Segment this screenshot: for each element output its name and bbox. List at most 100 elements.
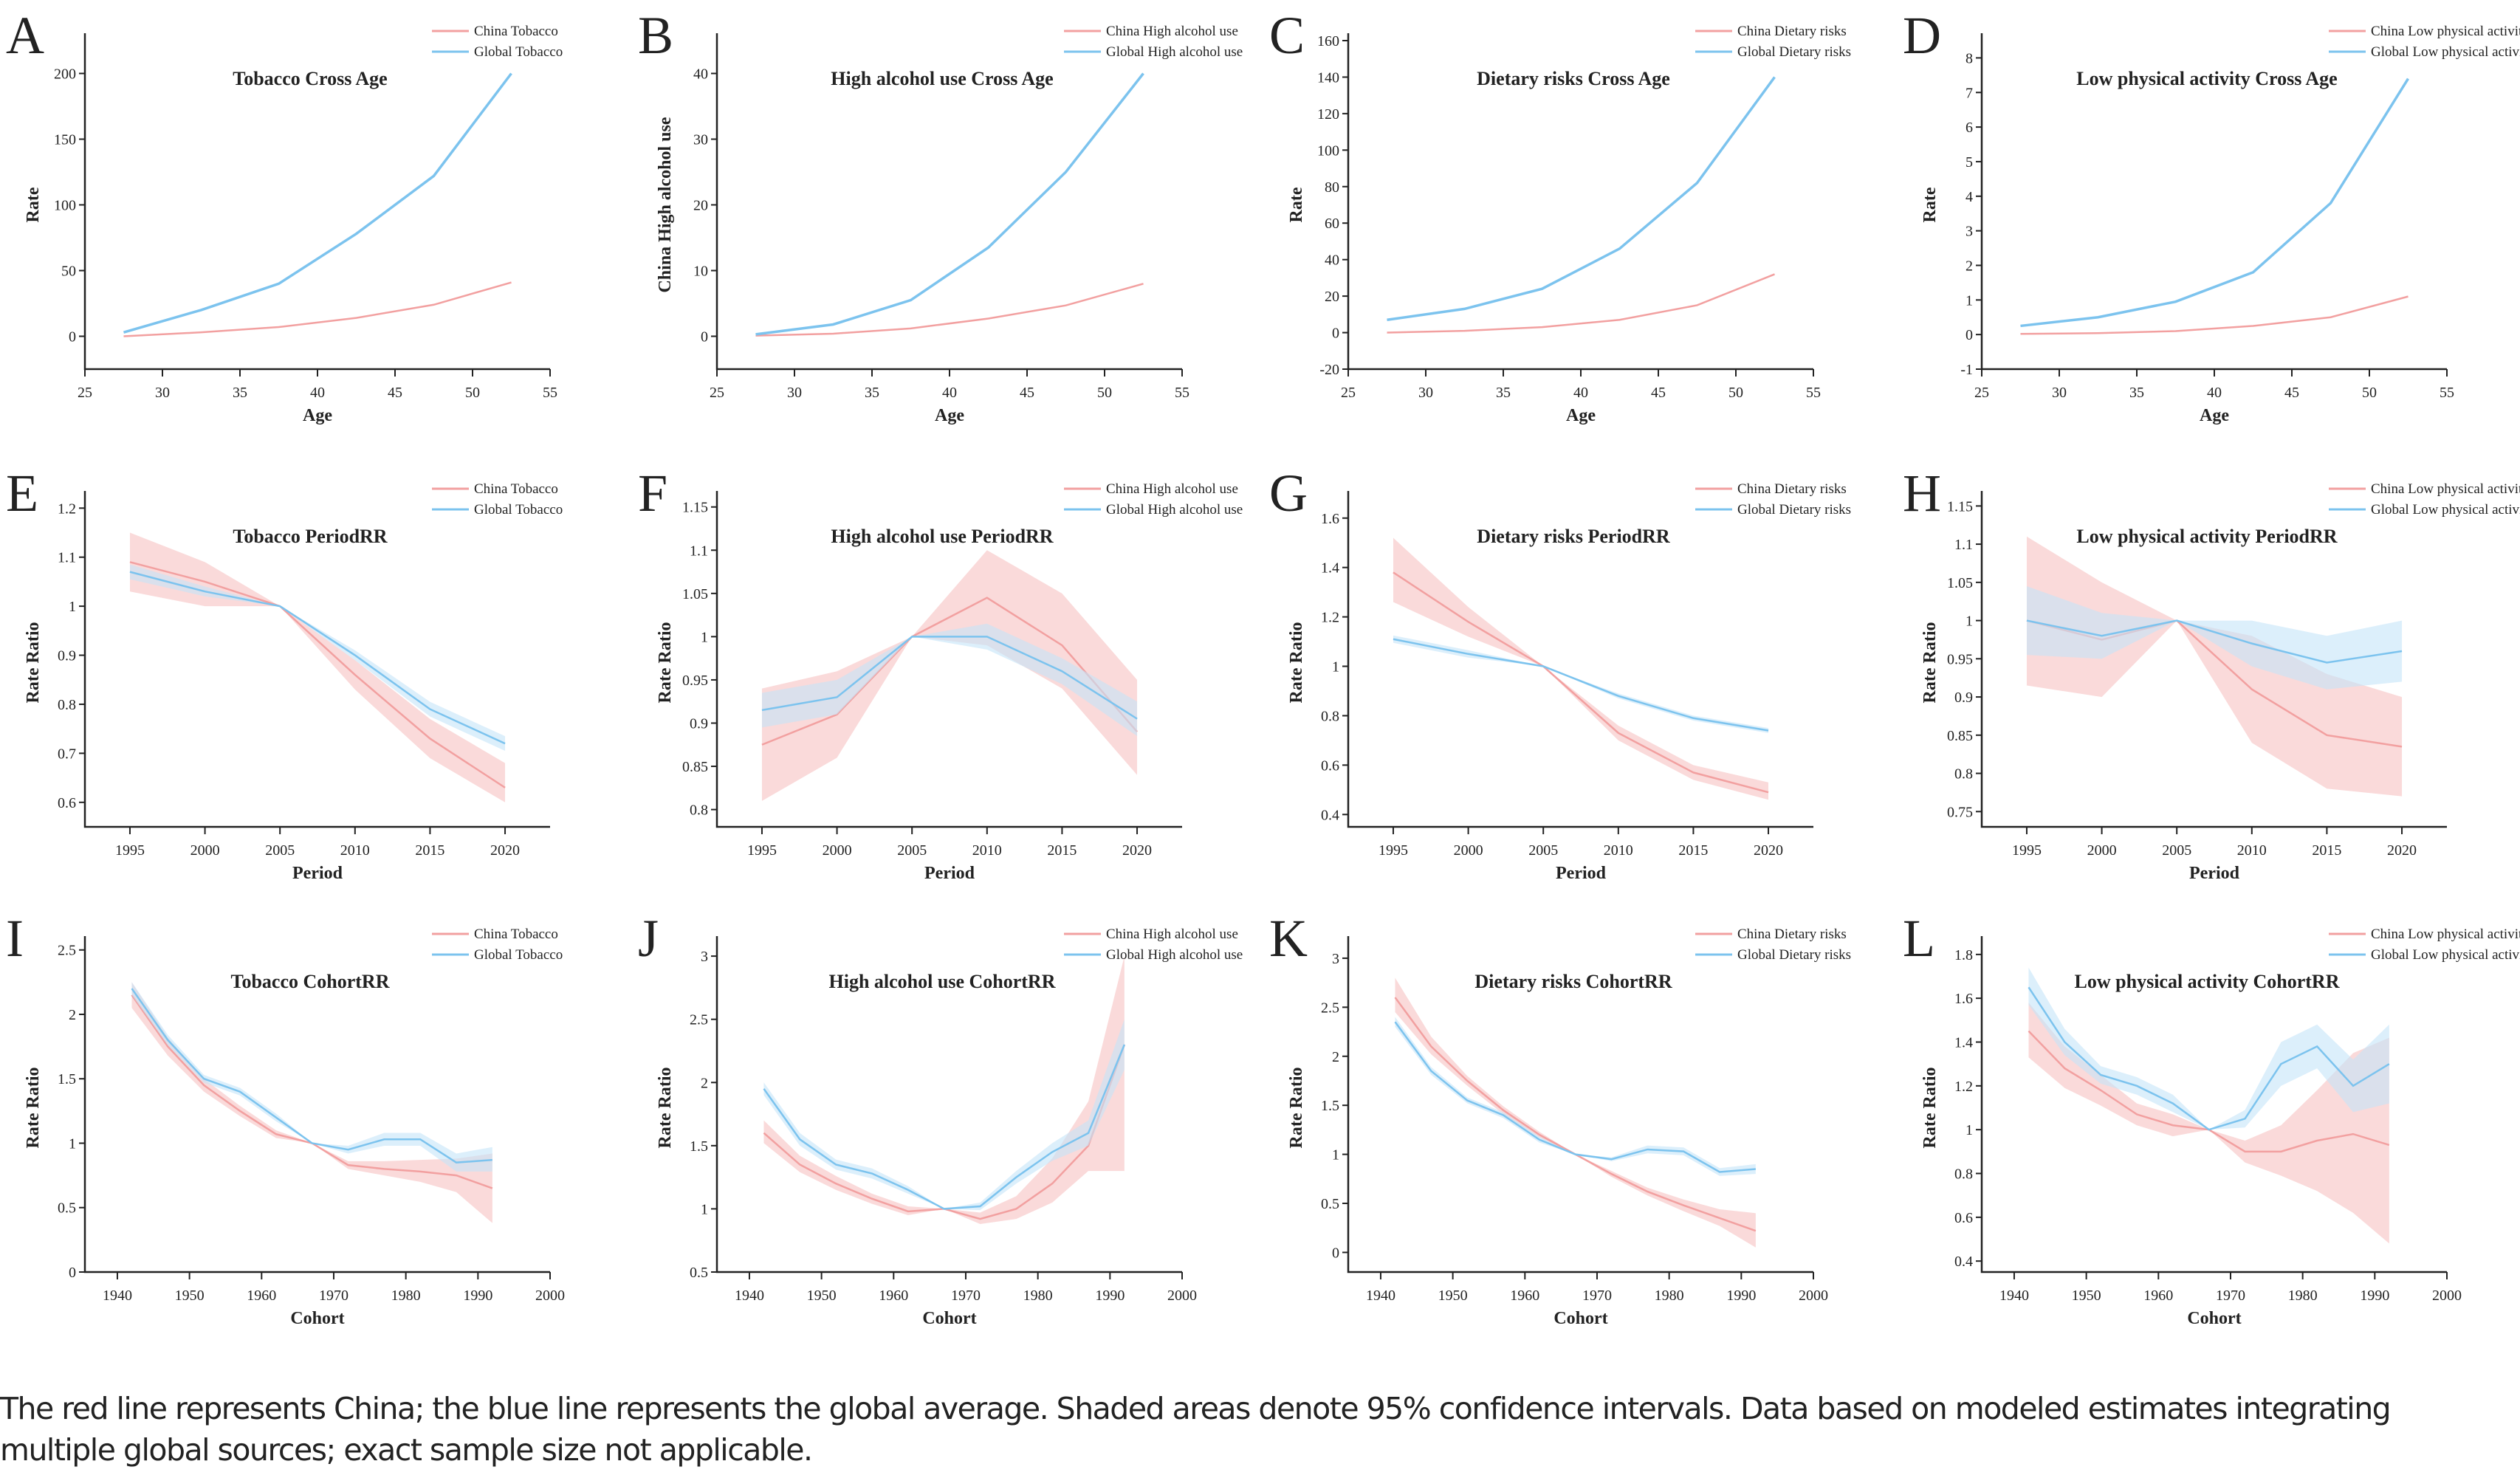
chart-panel-d: D China Low physical activity Global Low p… <box>1897 0 2520 447</box>
panel-letter: K <box>1269 909 1308 968</box>
chart-svg: J China High alcohol use Global High alcoh… <box>638 909 1243 1328</box>
x-tick-label: 50 <box>1097 385 1112 401</box>
y-tick-label: 80 <box>1325 179 1339 196</box>
x-axis-label: Cohort <box>922 1309 976 1328</box>
y-axis-label: Rate Ratio <box>1920 1068 1940 1149</box>
axes <box>83 491 550 828</box>
x-tick-label: 1940 <box>735 1288 764 1304</box>
x-tick-label: 35 <box>233 385 247 401</box>
y-tick-label: 1.6 <box>1321 511 1339 527</box>
y-tick-label: 160 <box>1317 33 1339 49</box>
x-tick-label: 25 <box>1341 385 1356 401</box>
chart-title: Dietary risks Cross Age <box>1477 68 1670 89</box>
legend-label-global: Global Tobacco <box>474 502 563 518</box>
x-tick-label: 1940 <box>103 1288 132 1304</box>
legend-label-china: China Tobacco <box>474 481 558 497</box>
y-tick-label: 1.5 <box>58 1071 76 1087</box>
x-axis-label: Cohort <box>2187 1309 2241 1328</box>
axes <box>715 491 1182 828</box>
y-tick-label: 0.85 <box>682 759 708 775</box>
y-tick-label: 5 <box>1965 154 1973 171</box>
y-tick-label: 2 <box>69 1007 76 1023</box>
x-tick-label: 2015 <box>1678 842 1708 859</box>
x-tick-label: 1990 <box>2360 1288 2389 1304</box>
x-tick-label: 50 <box>465 385 480 401</box>
chart-title: Dietary risks CohortRR <box>1474 971 1672 992</box>
china-series-line <box>1387 273 1775 334</box>
y-tick-label: 1.2 <box>1321 610 1339 626</box>
y-axis-label: Rate <box>1920 187 1940 222</box>
y-tick-label: 4 <box>1965 189 1973 205</box>
x-tick-label: 1950 <box>2072 1288 2101 1304</box>
x-tick-label: 1980 <box>1023 1288 1053 1304</box>
x-tick-label: 2005 <box>897 842 927 859</box>
x-tick-label: 2015 <box>415 842 444 859</box>
china-series-line <box>123 281 512 337</box>
y-tick-label: 0.6 <box>58 795 76 811</box>
y-tick-label: 0.4 <box>1321 807 1339 823</box>
y-tick-label: 3 <box>1332 951 1339 967</box>
panel-letter: G <box>1269 464 1308 523</box>
chart-title: Tobacco CohortRR <box>231 971 390 992</box>
chart-panel-k: K China Dietary risks Global Dietary risks… <box>1263 903 1891 1350</box>
global-series-line <box>131 988 492 1164</box>
y-tick-label: 0.5 <box>690 1265 708 1281</box>
legend-label-global: Global Tobacco <box>474 947 563 963</box>
x-tick-label: 2020 <box>1754 842 1783 859</box>
x-tick-label: 1960 <box>2143 1288 2173 1304</box>
china-ci-band <box>2028 1003 2389 1244</box>
panel-letter: L <box>1903 909 1935 968</box>
china-ci-band <box>761 550 1138 801</box>
china-series-line <box>1394 997 1757 1232</box>
y-tick-label: 0 <box>701 329 708 346</box>
x-tick-label: 25 <box>78 385 92 401</box>
x-tick-label: 1990 <box>463 1288 492 1304</box>
x-tick-label: 2000 <box>2087 842 2117 859</box>
y-tick-label: 1.1 <box>690 543 708 559</box>
panel-letter: D <box>1903 6 1941 65</box>
china-series-line <box>755 283 1144 337</box>
x-tick-label: 2000 <box>823 842 852 859</box>
chart-panel-b: B China High alcohol use Global High alcoh… <box>632 0 1260 447</box>
x-tick-label: 2020 <box>490 842 520 859</box>
y-tick-label: 120 <box>1317 106 1339 123</box>
y-tick-label: 6 <box>1965 120 1973 136</box>
y-tick-label: 0.5 <box>58 1200 76 1217</box>
y-axis-label: Rate Ratio <box>24 622 43 704</box>
y-tick-label: 1.1 <box>1954 537 1973 553</box>
x-tick-label: 1995 <box>115 842 145 859</box>
panel-letter: E <box>6 464 38 523</box>
x-tick-label: 30 <box>2052 385 2067 401</box>
y-tick-label: 1 <box>1965 613 1973 630</box>
chart-title: Dietary risks PeriodRR <box>1477 526 1670 547</box>
y-tick-label: 1 <box>69 1135 76 1152</box>
y-axis-label: Rate Ratio <box>1287 622 1306 704</box>
x-tick-label: 1940 <box>1366 1288 1395 1304</box>
y-tick-label: 0.5 <box>1321 1196 1339 1212</box>
x-tick-label: 2015 <box>2312 842 2341 859</box>
global-ci-band <box>763 1019 1125 1211</box>
chart-title: High alcohol use CohortRR <box>829 971 1056 992</box>
chart-title: Tobacco PeriodRR <box>233 526 387 547</box>
chart-svg: K China Dietary risks Global Dietary risks… <box>1269 909 1851 1328</box>
x-tick-label: 45 <box>388 385 402 401</box>
legend-label-global: Global Dietary risks <box>1737 44 1851 60</box>
y-tick-label: 0.6 <box>1321 757 1339 774</box>
y-tick-label: 0.8 <box>1321 708 1339 724</box>
y-tick-label: 1.5 <box>690 1138 708 1155</box>
y-tick-label: 0.8 <box>1954 766 1973 783</box>
chart-panel-a: A China Tobacco Global Tobacco 0 50 100 150 200… <box>0 0 628 447</box>
x-tick-label: 30 <box>155 385 170 401</box>
legend-label-china: China Dietary risks <box>1737 927 1847 942</box>
legend-label-global: Global Low physical activity <box>2371 44 2520 60</box>
x-tick-label: 1960 <box>1510 1288 1539 1304</box>
global-series-line <box>2026 619 2403 664</box>
legend-label-global: Global High alcohol use <box>1106 44 1243 60</box>
x-tick-label: 45 <box>2284 385 2299 401</box>
y-tick-label: 2 <box>1965 258 1973 274</box>
x-tick-label: 35 <box>865 385 879 401</box>
x-tick-label: 30 <box>1418 385 1433 401</box>
y-tick-label: 2 <box>1332 1049 1339 1065</box>
china-series-line <box>2020 295 2409 335</box>
